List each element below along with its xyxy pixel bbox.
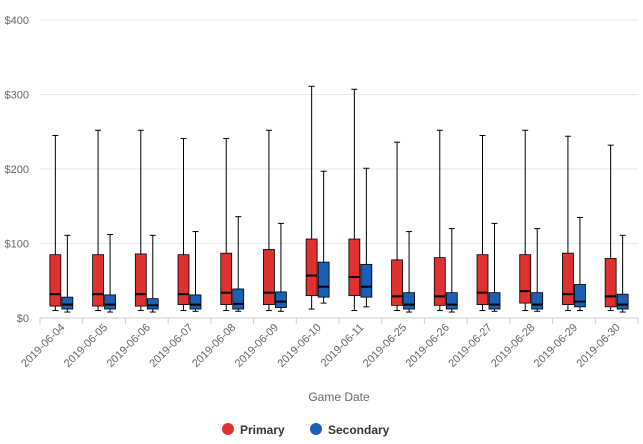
legend[interactable]: Primary Secondary: [222, 423, 390, 437]
box-secondary: [317, 170, 330, 304]
x-tick-label: 2019-06-30: [574, 322, 622, 370]
box-iqr: [604, 257, 617, 308]
plot-area: [49, 85, 629, 313]
legend-label: Secondary: [328, 423, 390, 437]
box-iqr: [263, 249, 275, 305]
box-secondary: [531, 228, 544, 312]
box-secondary: [445, 228, 458, 313]
box-iqr: [519, 254, 532, 304]
box-secondary: [61, 234, 74, 313]
box-primary: [49, 134, 62, 312]
box-primary: [177, 137, 190, 312]
box-primary: [263, 129, 275, 312]
box-iqr: [531, 292, 544, 310]
box-iqr: [317, 261, 330, 298]
box-iqr: [232, 288, 245, 310]
x-tick-label: 2019-06-26: [404, 322, 452, 370]
box-secondary: [104, 234, 116, 313]
box-iqr: [177, 254, 190, 305]
box-iqr: [445, 292, 458, 310]
x-tick-label: 2019-06-08: [190, 322, 238, 370]
box-iqr: [104, 294, 116, 310]
box-secondary: [189, 231, 202, 312]
x-axis-title: Game Date: [308, 390, 370, 404]
box-primary: [220, 137, 233, 312]
box-secondary: [488, 222, 501, 312]
box-iqr: [488, 292, 501, 310]
box-primary: [92, 129, 104, 312]
y-axis: $0 $100 $200 $300 $400: [5, 15, 29, 325]
y-tick-label: $0: [17, 313, 29, 325]
box-iqr: [146, 298, 159, 310]
box-iqr: [92, 254, 104, 307]
box-iqr: [220, 252, 233, 305]
legend-label: Primary: [240, 423, 285, 437]
box-iqr: [403, 292, 415, 310]
x-axis: 2019-06-042019-06-052019-06-062019-06-07…: [19, 318, 639, 370]
box-secondary: [574, 216, 586, 312]
box-secondary: [146, 234, 159, 313]
x-tick-label: 2019-06-04: [19, 322, 67, 370]
legend-item-secondary[interactable]: Secondary: [310, 423, 390, 437]
x-tick-label: 2019-06-25: [361, 322, 409, 370]
y-tick-label: $100: [5, 239, 29, 251]
x-tick-label: 2019-06-06: [105, 322, 153, 370]
box-primary: [519, 129, 532, 312]
x-tick-label: 2019-06-10: [275, 322, 323, 370]
box-primary: [134, 129, 147, 312]
y-tick-label: $400: [5, 15, 29, 27]
box-primary: [305, 85, 318, 310]
box-primary: [604, 144, 617, 312]
box-iqr: [305, 238, 318, 297]
box-iqr: [134, 253, 147, 307]
box-primary: [391, 141, 403, 312]
box-iqr: [360, 263, 373, 298]
box-primary: [476, 134, 489, 312]
y-tick-label: $200: [5, 164, 29, 176]
x-tick-label: 2019-06-28: [489, 322, 537, 370]
legend-marker: [310, 423, 322, 435]
x-tick-label: 2019-06-05: [62, 322, 110, 370]
series-secondary: [61, 167, 629, 313]
box-iqr: [49, 254, 62, 307]
box-iqr: [616, 293, 629, 310]
box-primary: [433, 129, 446, 312]
box-iqr: [275, 291, 287, 308]
box-iqr: [391, 259, 403, 306]
legend-marker: [222, 423, 234, 435]
series-primary: [49, 85, 617, 312]
box-iqr: [348, 238, 361, 297]
box-secondary: [275, 222, 287, 312]
x-tick-label: 2019-06-11: [319, 322, 367, 370]
box-iqr: [61, 296, 74, 310]
box-iqr: [476, 254, 489, 305]
grid: [40, 19, 638, 319]
box-iqr: [433, 257, 446, 306]
box-iqr: [562, 252, 574, 305]
x-tick-label: 2019-06-07: [147, 322, 195, 370]
x-tick-label: 2019-06-27: [446, 322, 494, 370]
box-primary: [562, 135, 574, 312]
box-secondary: [232, 216, 245, 312]
x-tick-label: 2019-06-29: [532, 322, 580, 370]
box-secondary: [360, 167, 373, 308]
box-iqr: [574, 284, 586, 308]
box-iqr: [189, 294, 202, 310]
y-tick-label: $300: [5, 90, 29, 102]
box-primary: [348, 88, 361, 312]
box-secondary: [403, 231, 415, 313]
x-tick-label: 2019-06-09: [233, 322, 281, 370]
box-secondary: [616, 234, 629, 313]
legend-item-primary[interactable]: Primary: [222, 423, 285, 437]
